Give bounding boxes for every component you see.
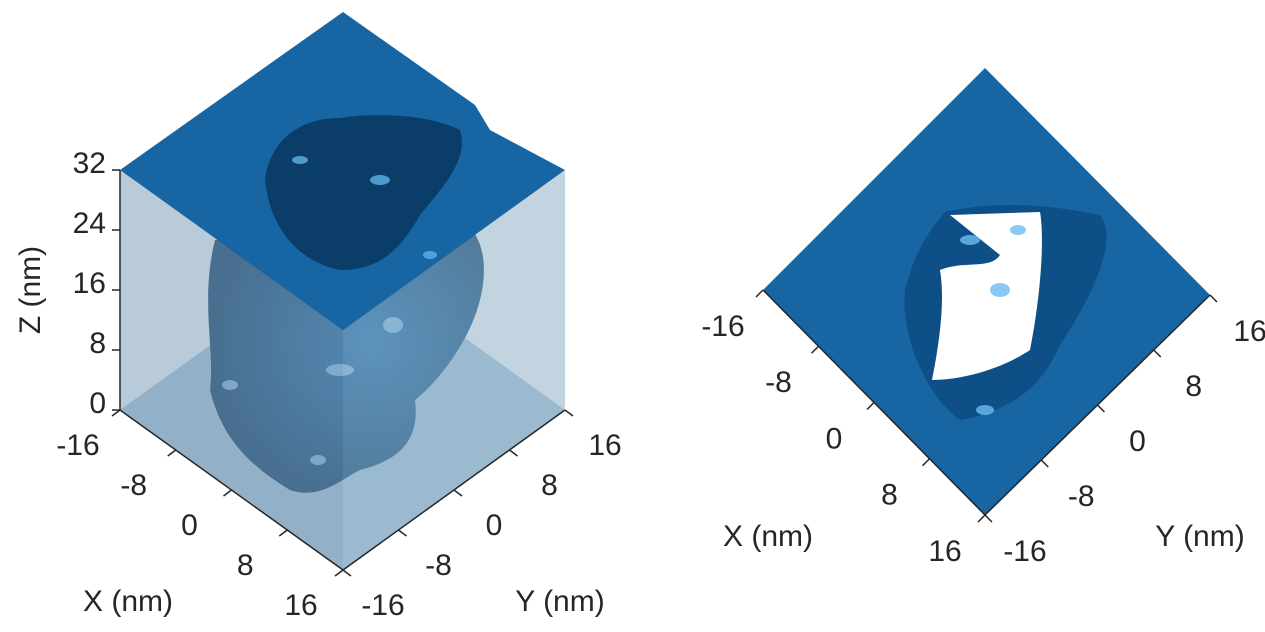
tick-mark — [224, 490, 232, 496]
tick-mark — [510, 450, 518, 456]
tick-label: 32 — [73, 147, 106, 180]
tick-label: 8 — [541, 469, 558, 502]
tick-mark — [112, 410, 120, 416]
tick-mark — [454, 490, 462, 496]
tick-mark — [812, 346, 819, 353]
tick-label: -16 — [56, 429, 99, 462]
z-axis-title: Z (nm) — [14, 246, 47, 334]
tick-label: 0 — [1129, 425, 1146, 458]
x-axis-title: X (nm) — [723, 520, 813, 553]
tick-label: 0 — [826, 422, 843, 455]
tick-label: 16 — [73, 267, 106, 300]
tick-mark — [335, 570, 343, 576]
y-axis-title: Y (nm) — [1155, 520, 1244, 553]
right-scene: X (nm) Y (nm) — [723, 68, 1245, 553]
tick-label: 0 — [486, 509, 503, 542]
tick-mark — [867, 403, 874, 410]
tick-label: 0 — [89, 387, 106, 420]
tick-mark — [985, 515, 992, 522]
tick-label: 16 — [928, 535, 961, 568]
tick-mark — [756, 290, 763, 297]
tick-label: 16 — [588, 429, 621, 462]
tick-label: 8 — [237, 549, 254, 582]
tick-label: -16 — [701, 310, 744, 343]
tick-label: -8 — [765, 366, 792, 399]
tick-mark — [978, 515, 985, 522]
tick-mark — [399, 530, 407, 536]
tick-label: -16 — [361, 589, 404, 622]
tick-mark — [1041, 460, 1048, 467]
figure: X (nm) Y (nm) Z (nm) X (nm) Y (nm) -16 -8… — [0, 0, 1265, 627]
tick-label: 8 — [1185, 370, 1202, 403]
tick-mark — [1098, 405, 1105, 412]
tick-label: 8 — [89, 327, 106, 360]
y-axis-title: Y (nm) — [515, 585, 604, 618]
tick-mark — [565, 410, 573, 416]
tick-label: 8 — [881, 479, 898, 512]
tick-mark — [1154, 350, 1161, 357]
tick-mark — [168, 450, 176, 456]
tick-label: 0 — [181, 509, 198, 542]
tick-label: -8 — [1068, 480, 1095, 513]
x-axis-title: X (nm) — [83, 585, 173, 618]
left-scene: X (nm) Y (nm) Z (nm) — [14, 12, 605, 618]
tick-label: -8 — [120, 469, 147, 502]
tick-label: -16 — [1003, 535, 1046, 568]
tick-mark — [343, 570, 351, 576]
tick-mark — [279, 530, 287, 536]
tick-label: 24 — [73, 207, 106, 240]
tick-mark — [923, 459, 930, 466]
tick-label: -8 — [425, 549, 452, 582]
tick-mark — [1210, 295, 1217, 302]
tick-label: 16 — [1233, 315, 1265, 348]
tick-label: 16 — [284, 589, 317, 622]
